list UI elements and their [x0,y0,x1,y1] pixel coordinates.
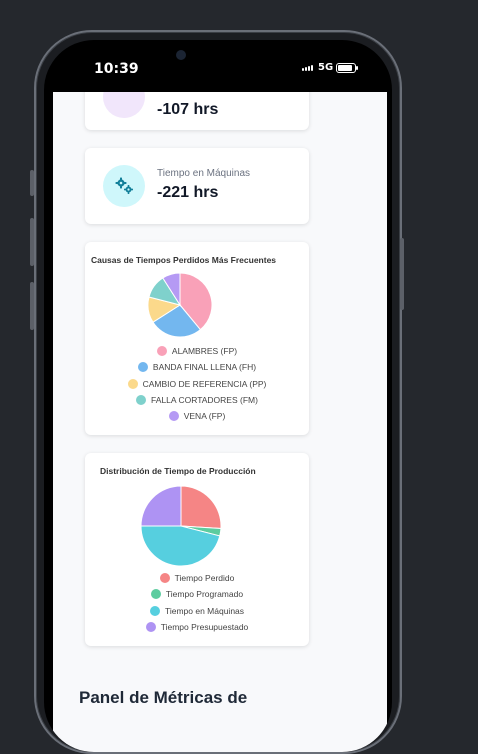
legend-item[interactable]: Tiempo Perdido [85,570,309,586]
legend-swatch [168,411,179,422]
chart-legend: ALAMBRES (FP) BANDA FINAL LLENA (FH) CAMBI… [85,343,309,424]
power-button [400,238,404,310]
legend-label: VENA (FP) [183,411,226,422]
status-time: 10:39 [94,61,139,77]
mute-switch [30,170,34,196]
app-screen[interactable]: -107 hrs [53,92,387,752]
pie-chart-distribucion[interactable] [140,485,222,567]
status-bar: 10:39 5G [44,40,392,92]
legend-swatch [127,378,138,389]
phone-bezel: 10:39 5G -107 hrs [44,40,392,752]
pie-slice-1[interactable] [152,304,202,338]
legend-swatch [149,605,160,616]
pie-slice-4[interactable] [162,272,181,307]
legend-swatch [136,395,147,406]
camera-icon [176,50,186,60]
legend-label: Tiempo Programado [165,589,244,600]
section-heading: Panel de Métricas de [79,688,248,707]
legend-swatch [159,573,170,584]
chart-card-distribucion: Distribución de Tiempo de Producción Tie… [85,453,309,646]
legend-label: BANDA FINAL LLENA (FH) [152,362,257,373]
legend-item[interactable]: ALAMBRES (FP) [85,343,309,359]
pie-slice-0[interactable] [179,272,213,331]
legend-item[interactable]: Tiempo en Máquinas [85,603,309,619]
metric-card-time-lost[interactable]: -107 hrs [85,92,309,130]
chart-title: Distribución de Tiempo de Producción [100,466,256,476]
legend-item[interactable]: Tiempo Presupuestado [85,619,309,635]
legend-item[interactable]: FALLA CORTADORES (FM) [85,392,309,408]
legend-swatch [145,622,156,633]
legend-item[interactable]: Tiempo Programado [85,586,309,602]
notch [154,40,278,74]
volume-up-button [30,218,34,266]
legend-label: FALLA CORTADORES (FM) [151,395,258,406]
battery-icon [336,63,358,73]
chart-legend: Tiempo Perdido Tiempo Programado Tiempo en… [85,570,309,635]
legend-label: CAMBIO DE REFERENCIA (PP) [142,378,267,389]
pie-slice-3[interactable] [140,485,182,527]
legend-label: Tiempo Perdido [174,573,235,584]
legend-label: Tiempo en Máquinas [164,605,245,616]
network-type: 5G [318,62,334,73]
metric-value: -107 hrs [157,101,219,118]
chart-title: Causas de Tiempos Perdidos Más Frecuente… [91,255,277,265]
clock-icon [103,92,145,118]
volume-down-button [30,282,34,330]
pie-chart-causas[interactable] [147,272,213,338]
metric-label: Tiempo en Máquinas [157,168,251,179]
metric-value: -221 hrs [157,184,219,201]
legend-item[interactable]: CAMBIO DE REFERENCIA (PP) [85,376,309,392]
chart-card-causas: Causas de Tiempos Perdidos Más Frecuente… [85,242,309,435]
pie-slice-2[interactable] [140,525,221,567]
legend-swatch [137,362,148,373]
legend-swatch [156,346,167,357]
legend-label: ALAMBRES (FP) [171,346,238,357]
metric-card-machine-time[interactable]: Tiempo en Máquinas -221 hrs [85,148,309,224]
legend-label: Tiempo Presupuestado [160,622,249,633]
legend-item[interactable]: VENA (FP) [85,408,309,424]
pie-slice-0[interactable] [180,485,222,530]
gears-icon [103,165,145,207]
legend-swatch [150,589,161,600]
legend-item[interactable]: BANDA FINAL LLENA (FH) [85,359,309,375]
phone-frame: 10:39 5G -107 hrs [30,30,404,754]
signal-icon [302,65,313,71]
